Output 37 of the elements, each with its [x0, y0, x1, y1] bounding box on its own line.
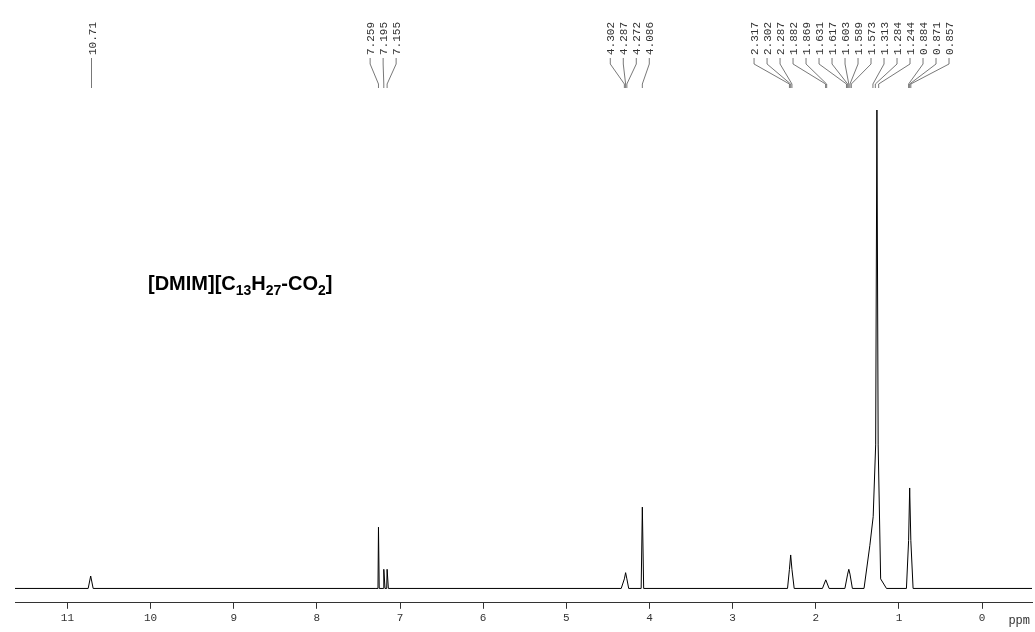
annotation: 2.287	[775, 21, 788, 55]
x-tick-label: 8	[313, 612, 321, 625]
annotation: 4.086	[644, 21, 657, 55]
annotation: 1.617	[827, 21, 840, 55]
x-tick-label: 6	[479, 612, 487, 625]
annotation: 0.871	[931, 21, 944, 55]
x-tick-label: 2	[812, 612, 820, 625]
annotation: 7.195	[378, 21, 391, 55]
annotation: 1.284	[892, 21, 905, 55]
annotation: 1.573	[866, 21, 879, 55]
x-tick-label: 4	[646, 612, 654, 625]
annotation: 7.155	[391, 21, 404, 55]
annotation: 2.317	[749, 21, 762, 55]
annotation: 2.302	[762, 21, 775, 55]
annotation: 1.244	[905, 21, 918, 55]
annotation: 4.272	[631, 21, 644, 55]
annotation: 1.631	[814, 21, 827, 55]
x-tick-label: 7	[396, 612, 404, 625]
annotation: 1.882	[788, 21, 801, 55]
x-tick-label: 5	[563, 612, 570, 625]
x-tick-label: 11	[60, 612, 75, 625]
annotation: 1.869	[801, 21, 814, 55]
x-tick-label: 3	[729, 612, 736, 625]
annotation: 7.259	[365, 21, 378, 55]
x-tick-label: 0	[978, 612, 986, 625]
x-tick-label: 10	[143, 612, 158, 625]
x-tick-label: 1	[895, 612, 903, 625]
annotation: 0.857	[944, 21, 957, 55]
x-tick-label: 9	[230, 612, 238, 625]
annotation: 1.589	[853, 21, 866, 55]
annotation: 0.884	[918, 21, 931, 55]
x-axis-title: ppm	[1008, 613, 1030, 628]
annotation: 1.313	[879, 21, 892, 55]
annotation: 4.302	[605, 21, 618, 55]
annotation: 4.287	[618, 21, 631, 55]
annotation: 10.71	[86, 21, 99, 55]
annotation: 1.603	[840, 21, 853, 55]
